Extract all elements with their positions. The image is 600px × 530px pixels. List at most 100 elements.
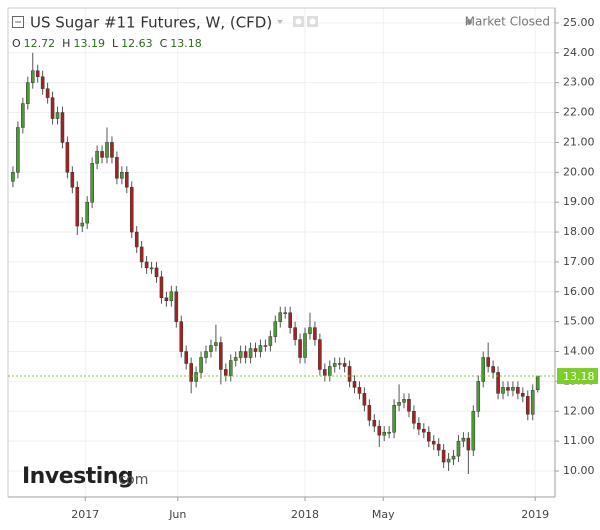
candle-body bbox=[476, 381, 481, 412]
candle-body bbox=[169, 291, 174, 301]
ohlc-label: C bbox=[160, 37, 168, 50]
candle-body bbox=[392, 405, 396, 433]
y-tick-label: 23.00 bbox=[563, 76, 595, 89]
candle-body bbox=[422, 428, 426, 433]
candle-body bbox=[219, 342, 223, 370]
candle-body bbox=[258, 345, 263, 352]
candle-body bbox=[214, 342, 218, 346]
candle-body bbox=[412, 411, 416, 424]
dropdown-arrow[interactable] bbox=[277, 20, 283, 24]
candle-body bbox=[303, 333, 307, 358]
candle-body bbox=[248, 348, 253, 358]
candle-body bbox=[367, 405, 372, 421]
candle-body bbox=[273, 321, 278, 337]
candle-body bbox=[189, 363, 193, 382]
candle-body bbox=[426, 431, 431, 442]
candle-body bbox=[402, 399, 406, 403]
candle-body bbox=[268, 336, 273, 346]
candle-body bbox=[40, 76, 45, 89]
candle-body bbox=[506, 387, 510, 391]
candle-body bbox=[85, 201, 89, 224]
gear-icon-dot bbox=[309, 18, 316, 25]
y-tick-label: 21.00 bbox=[563, 135, 595, 148]
candle-body bbox=[209, 345, 213, 352]
candle-body bbox=[431, 440, 436, 445]
candle-body bbox=[144, 261, 149, 269]
candle-body bbox=[362, 393, 367, 406]
candle-body bbox=[298, 339, 302, 358]
logo-brand: Investing bbox=[22, 464, 133, 489]
y-tick-label: 15.00 bbox=[563, 315, 595, 328]
x-tick-label: 2018 bbox=[291, 508, 319, 521]
candle-body bbox=[456, 440, 461, 457]
candle-body bbox=[516, 387, 520, 394]
candle-body bbox=[323, 369, 327, 376]
candle-body bbox=[530, 390, 535, 415]
candle-body bbox=[397, 402, 401, 406]
candle-body bbox=[159, 276, 164, 299]
ohlc-value: 13.18 bbox=[170, 37, 202, 50]
candle-body bbox=[90, 163, 94, 203]
candle-body bbox=[149, 267, 154, 270]
candle-body bbox=[50, 97, 55, 119]
candle-body bbox=[342, 363, 347, 367]
candle-body bbox=[436, 443, 441, 451]
candle-body bbox=[95, 151, 99, 164]
candle-body bbox=[55, 112, 60, 119]
candle-body bbox=[466, 437, 471, 451]
candle-body bbox=[204, 351, 208, 358]
candle-body bbox=[100, 151, 104, 158]
candle-body bbox=[525, 396, 530, 415]
candle-body bbox=[377, 425, 382, 436]
candle-body bbox=[446, 458, 451, 463]
ohlc-value: 12.72 bbox=[24, 37, 56, 50]
candle-body bbox=[154, 267, 159, 278]
y-tick-label: 12.00 bbox=[563, 404, 595, 417]
candle-body bbox=[491, 366, 495, 373]
logo-suffix: .com bbox=[114, 472, 148, 488]
last-price-label: 13.18 bbox=[563, 370, 595, 383]
candle-body bbox=[288, 312, 292, 328]
status-dot bbox=[466, 19, 472, 25]
x-tick-label: 2017 bbox=[71, 508, 99, 521]
candle-body bbox=[115, 157, 119, 179]
candle-body bbox=[372, 419, 377, 427]
header: US Sugar #11 Futures, W, (CFD) Market Cl… bbox=[12, 14, 550, 32]
candle-body bbox=[407, 399, 411, 412]
market-status: Market Closed bbox=[465, 15, 550, 29]
candle-body bbox=[496, 372, 500, 394]
candles bbox=[11, 52, 540, 474]
y-tick-label: 25.00 bbox=[563, 16, 595, 29]
candle-body bbox=[481, 357, 486, 382]
candle-body bbox=[417, 422, 421, 430]
candle-body bbox=[347, 366, 352, 382]
candle-body bbox=[26, 82, 30, 104]
candle-body bbox=[70, 172, 75, 188]
candle-body bbox=[308, 327, 312, 334]
chart-title: US Sugar #11 Futures, W, (CFD) bbox=[30, 14, 272, 32]
candle-body bbox=[110, 142, 114, 158]
candle-body bbox=[318, 339, 322, 370]
ohlc-label: O bbox=[12, 37, 21, 50]
candle-body bbox=[243, 351, 248, 358]
candle-body bbox=[332, 363, 337, 367]
candle-body bbox=[233, 357, 238, 361]
candle-body bbox=[164, 297, 169, 301]
candle-body bbox=[263, 345, 268, 347]
candle-body bbox=[65, 142, 70, 173]
candle-body bbox=[471, 411, 476, 451]
ohlc-value: 13.19 bbox=[73, 37, 105, 50]
y-tick-label: 20.00 bbox=[563, 165, 595, 178]
candle-body bbox=[535, 375, 540, 391]
candle-body bbox=[199, 357, 203, 373]
ohlc-readout: O 12.72 H 13.19 L 12.63 C 13.18 bbox=[12, 37, 202, 50]
candle-body bbox=[80, 222, 85, 227]
candle-body bbox=[139, 246, 144, 263]
last-price-box bbox=[557, 368, 598, 385]
candle-body bbox=[129, 186, 134, 233]
y-tick-label: 11.00 bbox=[563, 434, 595, 447]
candle-body bbox=[21, 103, 25, 128]
candle-body bbox=[511, 387, 515, 391]
candle-body bbox=[184, 351, 188, 364]
y-tick-label: 18.00 bbox=[563, 225, 595, 238]
